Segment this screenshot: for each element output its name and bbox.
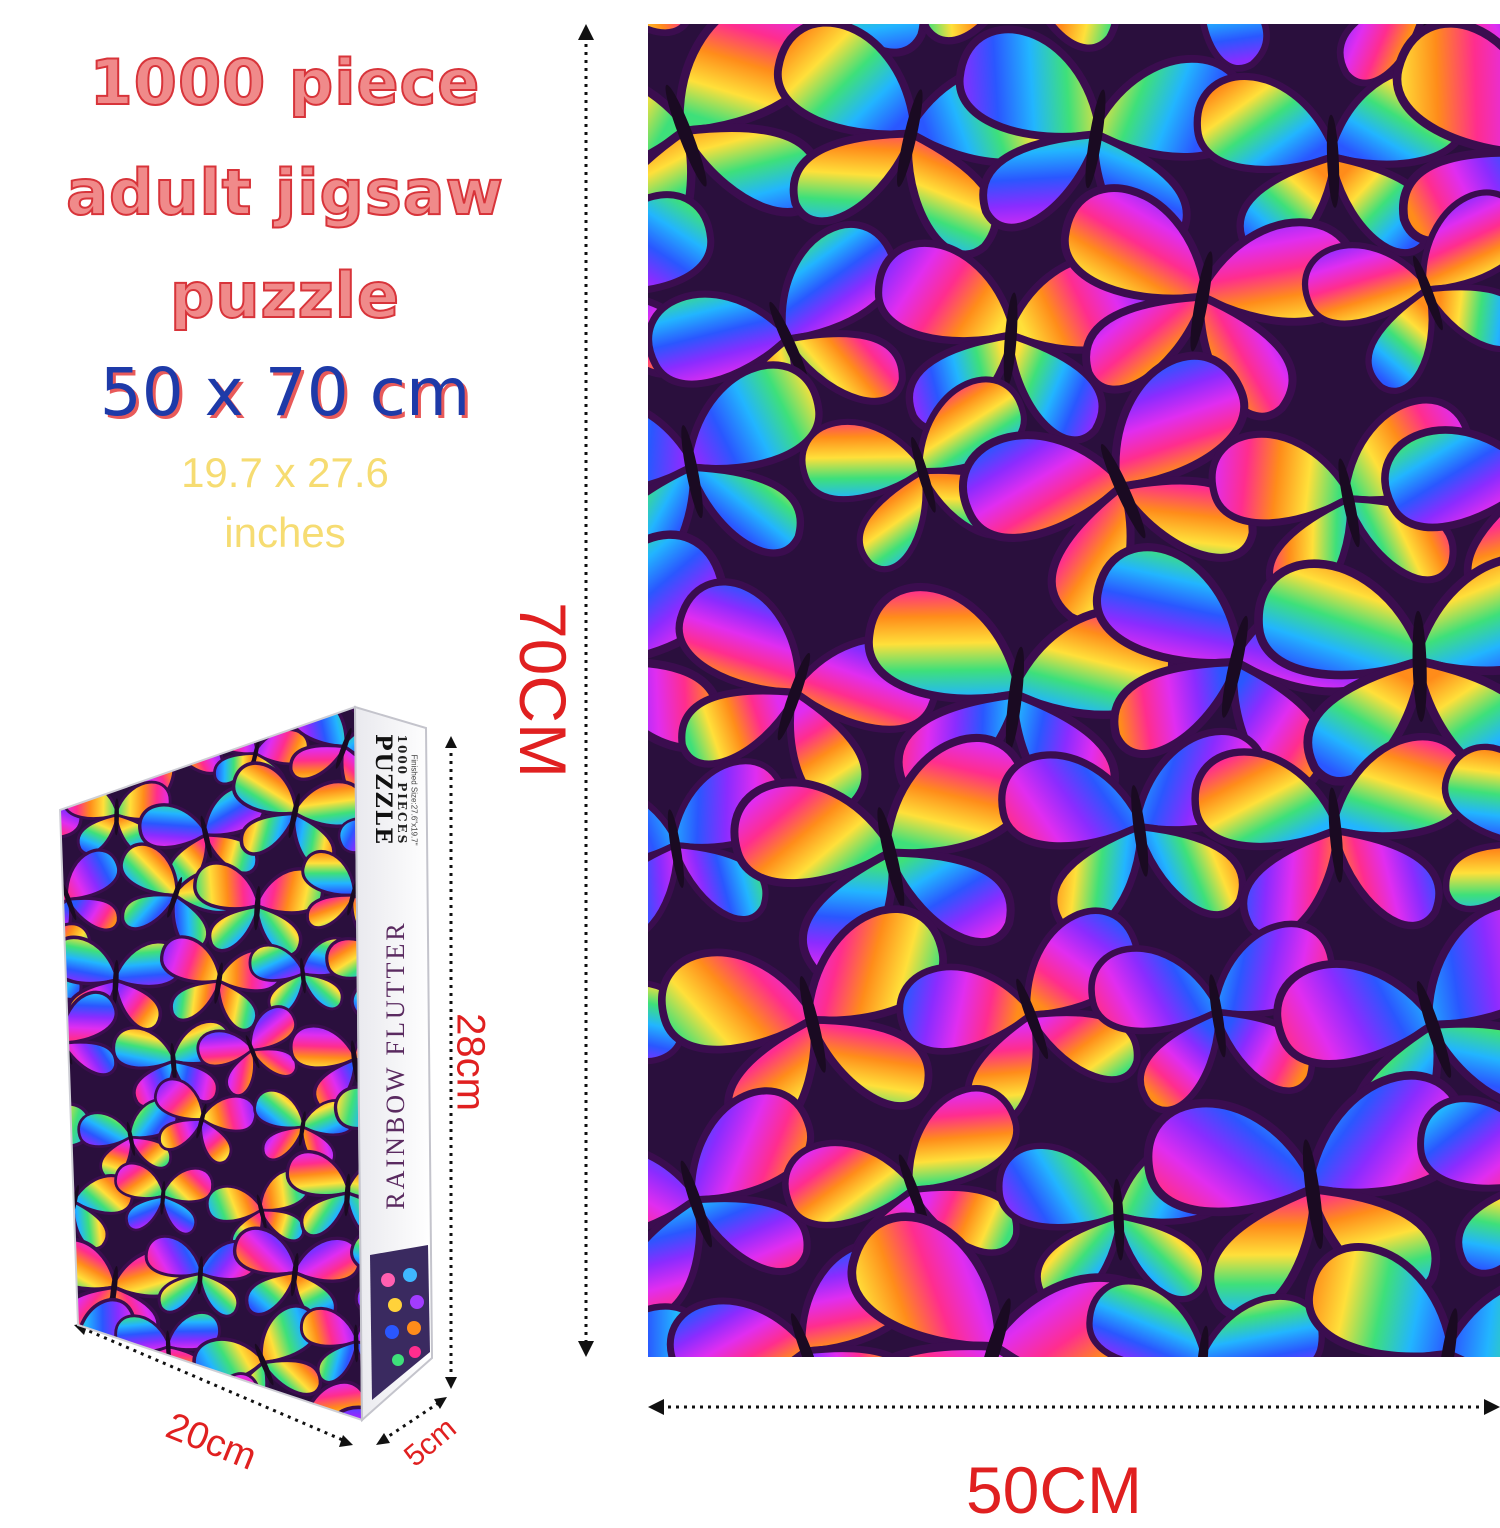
butterfly-icon [349, 707, 362, 716]
butterfly-icon [231, 761, 362, 871]
butterfly-icon [1417, 1095, 1500, 1277]
butterfly-icon [1254, 553, 1500, 786]
puzzle-box [58, 705, 434, 1423]
spine-thumbnail [381, 1268, 424, 1366]
box-front [58, 705, 364, 1422]
butterfly-icon [918, 24, 1120, 52]
butterfly-icon [60, 707, 61, 714]
arrow-head-up [578, 24, 594, 40]
arrow-head-left [648, 1399, 664, 1415]
size-inches-line-2: inches [224, 509, 346, 556]
butterfly-icon [144, 1234, 258, 1318]
butterfly-icon [648, 1087, 815, 1319]
height-label: 70CM [506, 601, 580, 779]
butterfly-icon [774, 24, 1066, 259]
size-cm: 50 x 70 cm [99, 354, 471, 431]
butterfly-pattern [648, 24, 1500, 1357]
butterfly-icon [1305, 1243, 1500, 1357]
butterfly-icon [350, 1230, 362, 1313]
butterfly-icon [1191, 733, 1474, 942]
width-label: 50CM [965, 1453, 1143, 1527]
box-title: RAINBOW FLUTTER [381, 920, 410, 1210]
butterfly-icon [1197, 24, 1270, 72]
butterfly-icon [1086, 1278, 1325, 1357]
box-spine [353, 705, 434, 1423]
butterfly-icon [300, 1305, 362, 1384]
butterfly-icon [896, 907, 1141, 1128]
butterfly-icon [114, 1162, 214, 1236]
headline-line-2: adult jigsaw [65, 156, 504, 229]
butterfly-icon [337, 817, 362, 854]
butterfly-icon [730, 733, 1031, 981]
box-pieces: 1000 PIECES [395, 734, 409, 846]
box-brand: PUZZLE [370, 733, 396, 847]
arrow-head-down [578, 1341, 594, 1357]
box-finished-size: Finished Size:27.6"x19.7" [409, 754, 419, 846]
butterfly-icon [648, 361, 823, 584]
puzzle-image [648, 24, 1500, 1357]
butterfly-icon [193, 861, 325, 958]
butterfly-icon [60, 935, 184, 1032]
butterfly-icon [78, 707, 114, 715]
butterfly-icon [154, 1077, 258, 1165]
butterfly-icon [333, 1085, 362, 1131]
butterfly-icon [996, 1134, 1238, 1309]
butterfly-icon [60, 1384, 177, 1420]
butterfly-icon [998, 727, 1271, 937]
butterfly-icon [196, 1005, 298, 1097]
butterfly-icon [285, 1150, 362, 1242]
butterfly-icon [874, 239, 1153, 444]
butterfly-icon [164, 707, 252, 727]
butterfly-icon [1061, 184, 1359, 421]
butterfly-icon [77, 1098, 179, 1180]
arrow-head-right [1484, 1399, 1500, 1415]
size-inches-line-1: 19.7 x 27.6 [181, 449, 389, 496]
headline-line-1: 1000 piece [89, 46, 481, 119]
butterfly-icon [60, 708, 118, 791]
headline-line-3: puzzle [169, 259, 400, 332]
butterfly-icon [60, 1394, 83, 1420]
butterfly-icon [1441, 743, 1500, 913]
